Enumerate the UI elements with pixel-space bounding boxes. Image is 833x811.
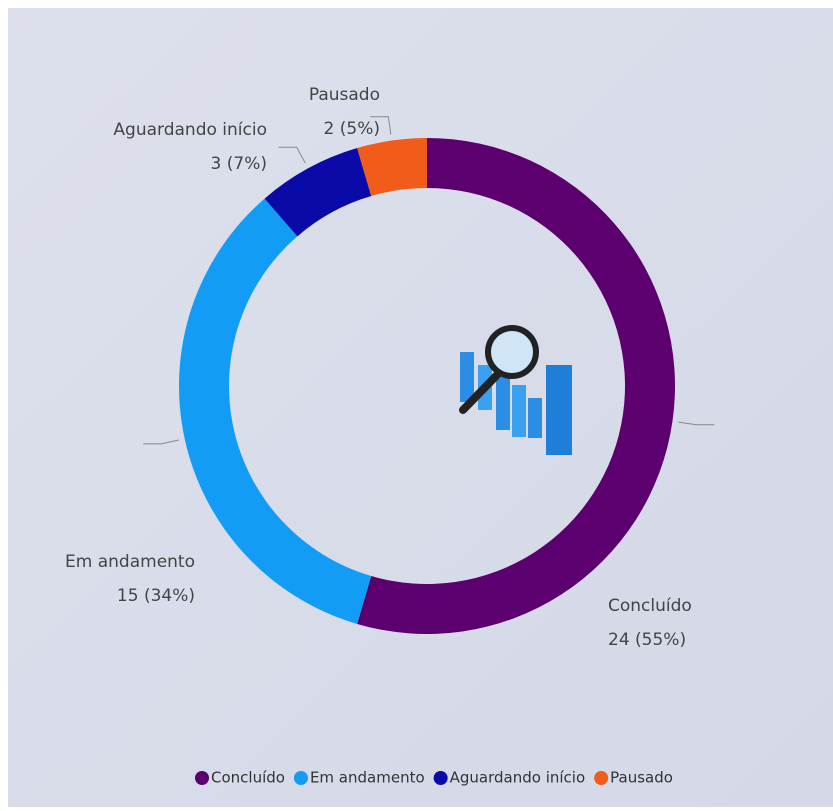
legend-marker[interactable] [434,771,448,785]
slice-label: Em andamento [65,552,195,572]
slice-value-label: 2 (5%) [324,119,380,139]
page: Concluído 24 (55%) Em andamento 15 (34%) Agu… [0,0,833,811]
slice-value-label: 3 (7%) [211,154,267,174]
slice-label: Aguardando início [113,120,267,140]
legend-label[interactable]: Concluído [211,769,285,787]
legend-label[interactable]: Em andamento [310,769,425,787]
legend-marker[interactable] [195,771,209,785]
slice-label: Pausado [309,85,380,105]
slice-label: Concluído [608,596,692,616]
legend-label[interactable]: Pausado [610,769,673,787]
slice-value-label: 15 (34%) [117,586,195,606]
legend-marker[interactable] [594,771,608,785]
slice-value-label: 24 (55%) [608,630,686,650]
chart: Concluído 24 (55%) Em andamento 15 (34%) Agu… [0,0,833,807]
legend-marker[interactable] [294,771,308,785]
legend-label[interactable]: Aguardando início [450,769,586,787]
